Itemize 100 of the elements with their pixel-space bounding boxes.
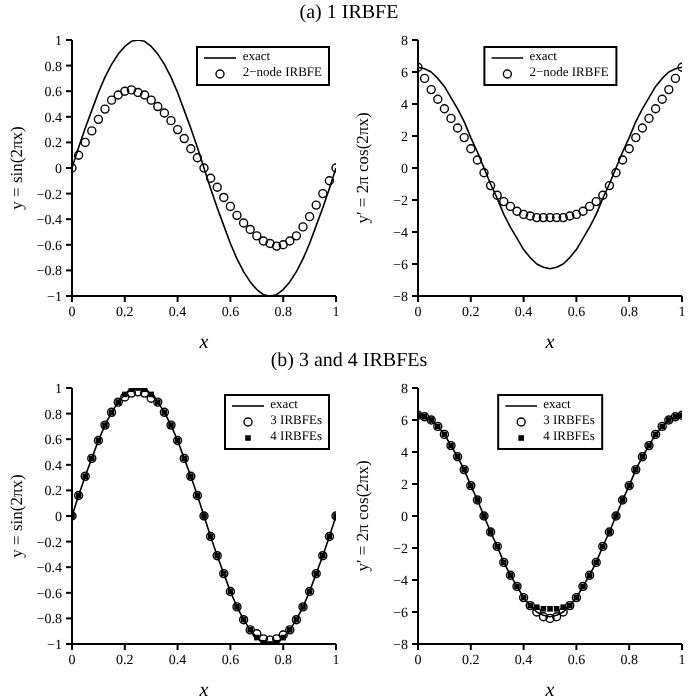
point bbox=[139, 388, 150, 398]
point bbox=[532, 607, 542, 617]
point bbox=[540, 606, 547, 612]
x-axis-title: x bbox=[543, 332, 556, 354]
point bbox=[611, 168, 621, 178]
point bbox=[419, 73, 430, 84]
point bbox=[252, 629, 262, 639]
point bbox=[100, 104, 110, 114]
point bbox=[545, 613, 555, 624]
point bbox=[324, 176, 335, 186]
point bbox=[199, 163, 209, 173]
point bbox=[186, 144, 196, 154]
point bbox=[644, 113, 654, 124]
point bbox=[212, 182, 222, 192]
point bbox=[584, 201, 595, 212]
point bbox=[466, 144, 476, 154]
chart-title: (b) 3 and 4 IRBFEs bbox=[270, 350, 428, 372]
point bbox=[499, 196, 509, 207]
point bbox=[446, 113, 456, 124]
point bbox=[304, 211, 315, 222]
y-axis-title: y = sin(2πx) bbox=[5, 474, 26, 558]
point bbox=[139, 90, 150, 100]
point bbox=[578, 206, 588, 216]
point bbox=[565, 211, 575, 221]
point bbox=[291, 231, 302, 241]
point bbox=[80, 137, 90, 148]
point bbox=[558, 607, 568, 617]
point bbox=[146, 393, 156, 403]
y-axis-title: y′ = 2π cos(2πx) bbox=[351, 460, 372, 572]
point bbox=[551, 212, 562, 223]
point bbox=[459, 132, 469, 143]
point bbox=[126, 85, 137, 95]
point bbox=[192, 153, 203, 163]
point bbox=[439, 104, 450, 114]
point bbox=[238, 218, 249, 228]
x-axis-title: x bbox=[543, 680, 556, 696]
point bbox=[318, 188, 328, 199]
point bbox=[126, 388, 137, 398]
point bbox=[472, 155, 483, 165]
point bbox=[670, 73, 681, 84]
y-axis-title: y = sin(2πx) bbox=[5, 126, 26, 210]
point bbox=[146, 95, 156, 105]
point bbox=[505, 201, 516, 212]
point bbox=[650, 104, 661, 114]
point bbox=[538, 212, 549, 223]
point bbox=[252, 231, 262, 241]
point bbox=[598, 190, 608, 200]
point bbox=[591, 196, 601, 207]
point bbox=[311, 200, 321, 210]
point bbox=[492, 190, 502, 200]
point bbox=[278, 240, 288, 250]
point bbox=[148, 391, 154, 398]
point bbox=[485, 180, 496, 191]
point bbox=[558, 212, 568, 223]
point bbox=[232, 210, 242, 221]
point bbox=[106, 95, 117, 105]
point bbox=[604, 180, 615, 191]
point bbox=[120, 86, 130, 96]
point bbox=[426, 84, 436, 95]
point bbox=[73, 150, 84, 160]
point bbox=[254, 634, 260, 641]
point bbox=[265, 238, 275, 249]
point bbox=[452, 123, 463, 133]
x-axis-title: x bbox=[197, 680, 210, 696]
point bbox=[538, 612, 549, 622]
point bbox=[93, 114, 104, 125]
point bbox=[258, 634, 269, 644]
point bbox=[245, 224, 255, 235]
point bbox=[159, 108, 170, 118]
point bbox=[153, 101, 163, 112]
point bbox=[271, 241, 282, 251]
point bbox=[545, 212, 555, 223]
point bbox=[532, 212, 542, 223]
x-axis-title: x bbox=[197, 332, 210, 354]
point bbox=[172, 124, 183, 135]
point bbox=[512, 206, 522, 216]
point bbox=[518, 209, 529, 220]
point bbox=[664, 84, 674, 95]
point bbox=[166, 115, 176, 126]
point bbox=[87, 126, 97, 136]
point bbox=[219, 192, 229, 203]
chart-title: (a) 1 IRBFE bbox=[297, 0, 401, 28]
point bbox=[271, 634, 282, 644]
point bbox=[298, 222, 308, 232]
y-axis-title: y′ = 2π cos(2πx) bbox=[351, 112, 372, 224]
point bbox=[113, 90, 123, 100]
point bbox=[637, 123, 648, 133]
point bbox=[133, 87, 143, 98]
point bbox=[547, 606, 553, 612]
point bbox=[617, 155, 628, 165]
point bbox=[551, 612, 562, 622]
point bbox=[534, 604, 540, 610]
point bbox=[553, 606, 560, 612]
point bbox=[285, 236, 295, 246]
point bbox=[657, 94, 667, 104]
point bbox=[205, 173, 216, 183]
point bbox=[571, 209, 582, 220]
point bbox=[631, 132, 641, 143]
point bbox=[433, 94, 443, 104]
point bbox=[179, 133, 189, 144]
